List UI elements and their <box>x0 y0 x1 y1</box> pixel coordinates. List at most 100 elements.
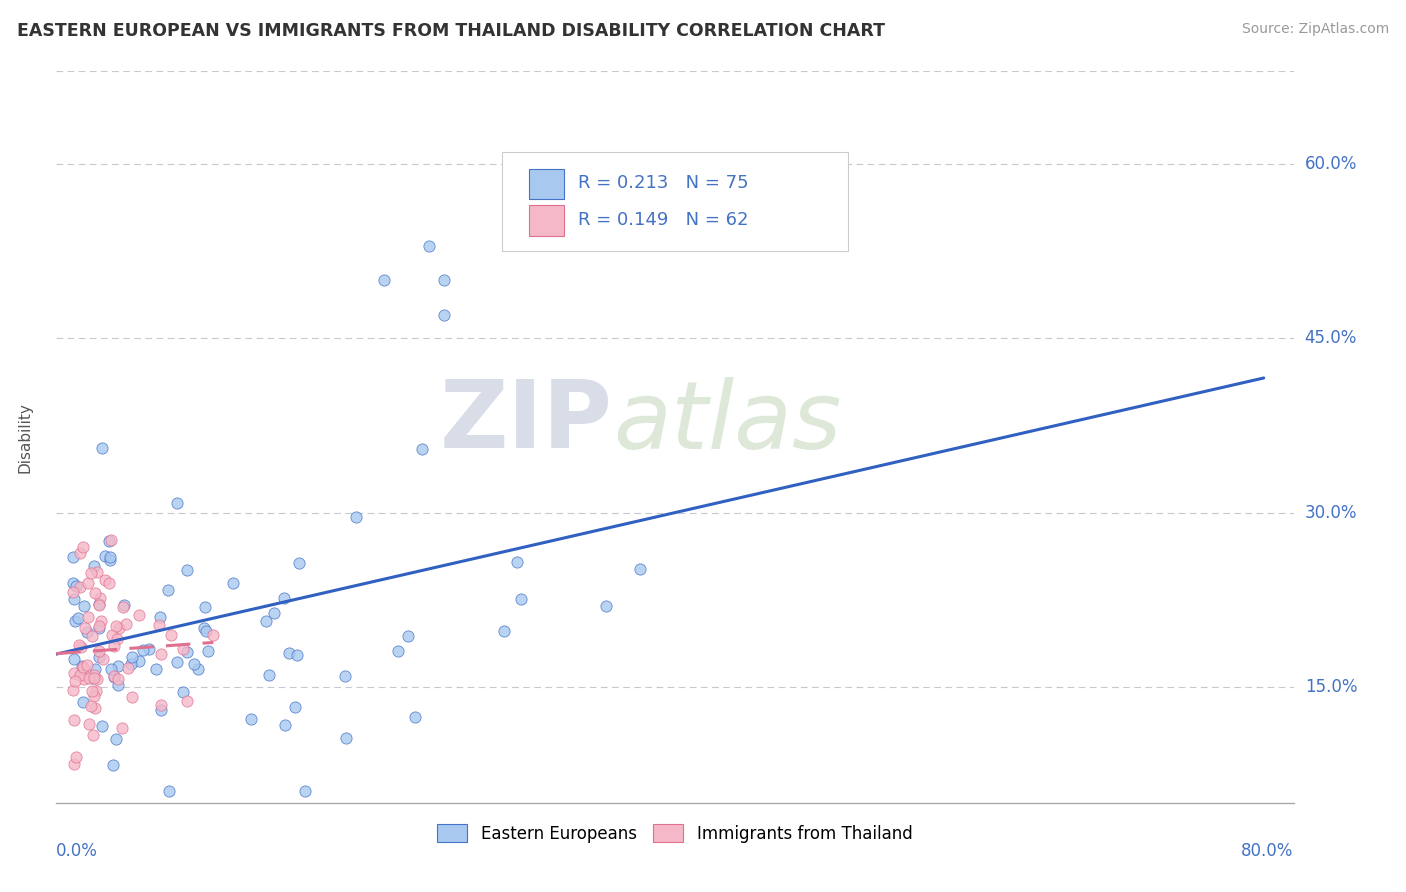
Point <box>76 658 98 673</box>
Point <box>107 678 129 692</box>
Point <box>277 646 299 660</box>
Point <box>87 598 110 612</box>
Point <box>172 641 194 656</box>
Point <box>77 576 100 591</box>
Point <box>103 639 125 653</box>
Point <box>176 645 198 659</box>
Point <box>83 701 105 715</box>
Point <box>69 667 91 681</box>
Point <box>80 699 103 714</box>
Point <box>77 610 100 624</box>
Point <box>103 668 125 682</box>
Point <box>105 731 128 746</box>
Point <box>72 662 94 676</box>
Point <box>73 672 96 686</box>
Text: R = 0.213   N = 75: R = 0.213 N = 75 <box>578 174 749 193</box>
Point <box>63 615 86 629</box>
Point <box>80 671 103 685</box>
Point <box>387 644 409 658</box>
Point <box>67 638 90 652</box>
Point <box>240 712 263 726</box>
Point <box>128 607 150 622</box>
Text: ZIP: ZIP <box>440 376 613 468</box>
Point <box>62 713 84 727</box>
Point <box>86 565 108 579</box>
Text: 45.0%: 45.0% <box>1305 329 1357 347</box>
Legend: Eastern Europeans, Immigrants from Thailand: Eastern Europeans, Immigrants from Thail… <box>430 817 920 849</box>
Point <box>187 663 209 677</box>
Point <box>101 627 124 641</box>
Point <box>84 662 107 676</box>
Point <box>104 619 127 633</box>
Point <box>193 621 215 635</box>
Point <box>176 693 198 707</box>
Point <box>69 546 91 560</box>
Point <box>344 509 367 524</box>
Text: Disability: Disability <box>18 401 32 473</box>
Point <box>132 643 155 657</box>
Point <box>294 784 316 798</box>
Point <box>101 758 124 772</box>
Point <box>94 573 117 587</box>
Point <box>111 600 134 615</box>
Point <box>396 629 419 643</box>
Point <box>72 659 94 673</box>
Point <box>257 668 280 682</box>
Text: atlas: atlas <box>613 377 841 468</box>
Point <box>492 624 515 638</box>
Point <box>63 757 86 772</box>
Point <box>63 673 86 688</box>
Point <box>83 672 105 686</box>
Point <box>121 649 143 664</box>
Point <box>150 703 173 717</box>
Point <box>98 550 121 565</box>
Text: EASTERN EUROPEAN VS IMMIGRANTS FROM THAILAND DISABILITY CORRELATION CHART: EASTERN EUROPEAN VS IMMIGRANTS FROM THAI… <box>17 22 884 40</box>
Point <box>103 670 125 684</box>
Point <box>148 617 170 632</box>
Point <box>82 728 104 742</box>
Point <box>87 621 110 635</box>
Point <box>149 647 172 661</box>
Point <box>73 599 96 614</box>
Text: 15.0%: 15.0% <box>1305 678 1357 696</box>
Point <box>373 273 395 287</box>
Point <box>509 592 531 607</box>
Point <box>183 657 205 671</box>
Point <box>254 614 277 628</box>
Point <box>120 657 142 671</box>
Point <box>62 550 84 565</box>
Point <box>105 632 128 647</box>
Point <box>114 617 136 632</box>
Point <box>202 628 225 642</box>
Point <box>90 614 112 628</box>
Point <box>67 611 90 625</box>
Point <box>69 580 91 594</box>
Point <box>160 628 183 642</box>
Point <box>63 592 86 607</box>
Text: 0.0%: 0.0% <box>56 842 98 860</box>
Point <box>128 654 150 668</box>
Point <box>108 621 131 635</box>
FancyBboxPatch shape <box>502 152 848 251</box>
Point <box>285 648 308 662</box>
Text: Source: ZipAtlas.com: Source: ZipAtlas.com <box>1241 22 1389 37</box>
Point <box>77 716 100 731</box>
Point <box>63 665 86 680</box>
Point <box>121 690 143 704</box>
Point <box>157 784 180 798</box>
Point <box>90 719 112 733</box>
FancyBboxPatch shape <box>529 169 564 200</box>
Point <box>97 576 120 591</box>
Point <box>86 672 108 686</box>
Point <box>100 553 122 567</box>
Point <box>87 644 110 658</box>
Point <box>75 621 97 635</box>
Point <box>65 579 87 593</box>
Point <box>176 563 198 577</box>
Point <box>112 598 135 612</box>
Point <box>157 583 180 598</box>
Point <box>117 661 139 675</box>
Point <box>166 656 188 670</box>
Point <box>628 562 651 576</box>
Point <box>62 585 84 599</box>
